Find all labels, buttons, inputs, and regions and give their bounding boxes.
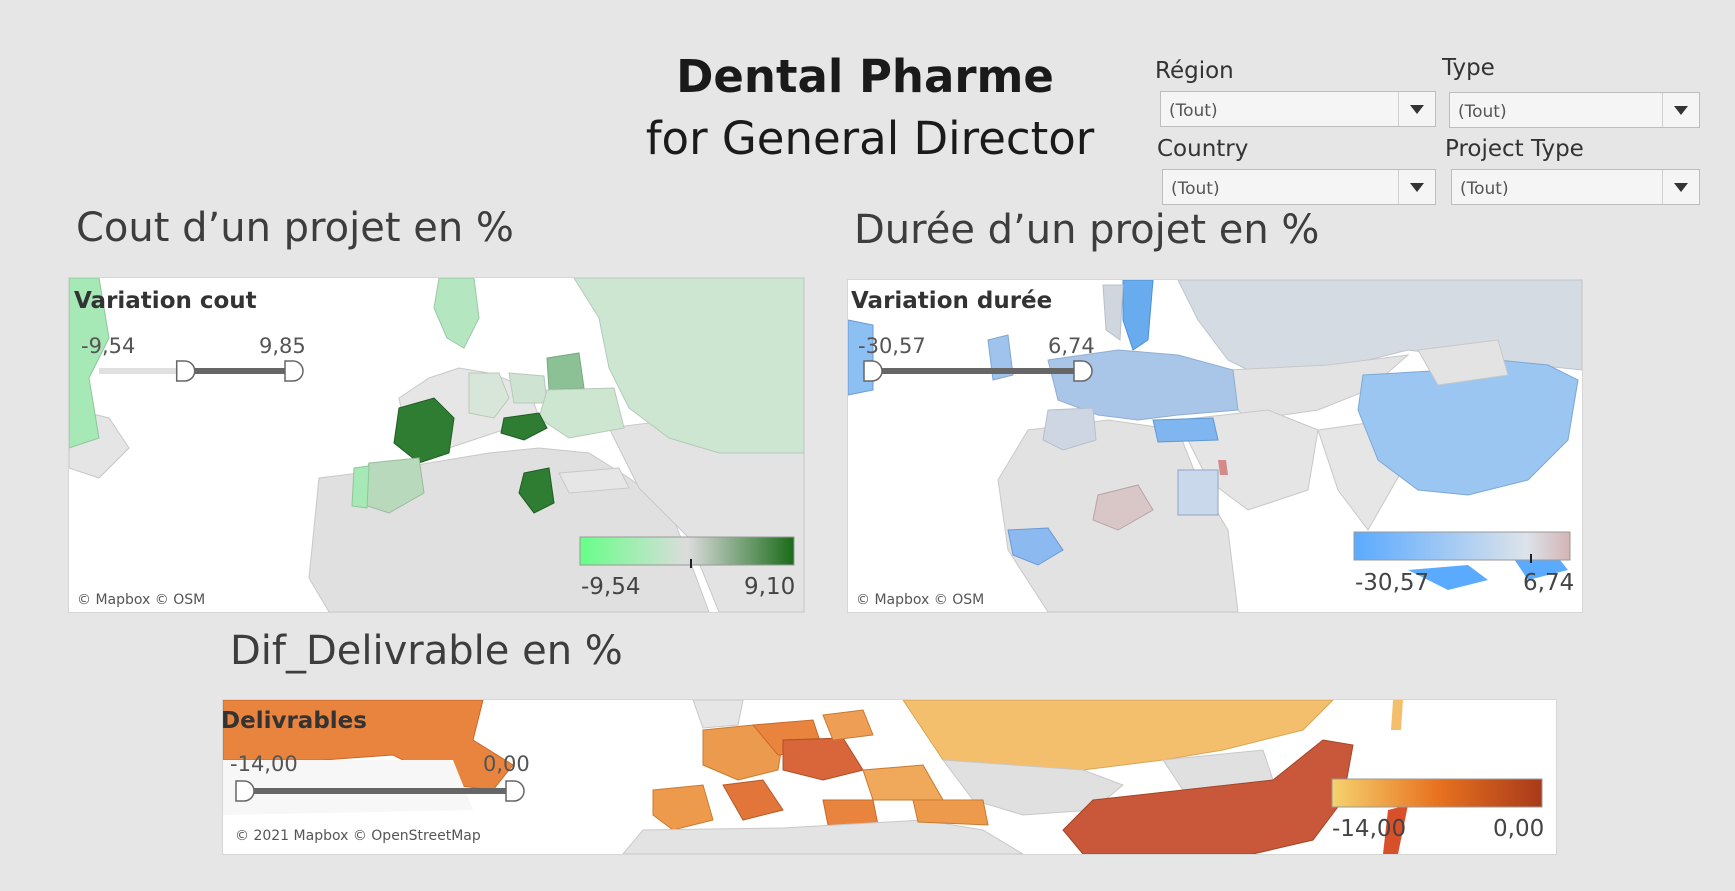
- deliverable-slider-max-label: 0,00: [483, 752, 530, 776]
- cost-map-geography: [69, 278, 804, 612]
- duration-slider-max-label: 6,74: [1048, 334, 1095, 358]
- cost-colorbar-max: 9,10: [744, 574, 796, 600]
- country-dropdown-value: (Tout): [1171, 179, 1220, 199]
- deliverable-legend-title: Delivrables: [222, 708, 367, 734]
- deliverable-slider-high-handle: [505, 780, 525, 802]
- cost-range-slider[interactable]: [89, 358, 309, 384]
- chevron-down-icon[interactable]: [1398, 92, 1435, 126]
- country-filter-label: Country: [1157, 136, 1249, 162]
- project-type-dropdown[interactable]: (Tout): [1451, 169, 1700, 205]
- chevron-down-icon[interactable]: [1662, 93, 1699, 127]
- deliverable-color-legend: [1331, 778, 1543, 808]
- dashboard-subtitle: for General Director: [645, 112, 1095, 165]
- deliverable-map-geography: [223, 700, 1556, 854]
- deliverable-slider-min-label: -14,00: [230, 752, 298, 776]
- region-dropdown[interactable]: (Tout): [1160, 91, 1436, 127]
- project-type-dropdown-value: (Tout): [1460, 179, 1509, 199]
- duration-map[interactable]: Variation durée -30,57 6,74 -30,57 6,74 …: [847, 279, 1583, 613]
- duration-section-title: Durée d’un projet en %: [854, 207, 1320, 253]
- duration-color-legend: [1353, 531, 1571, 563]
- cost-slider-fill: [180, 368, 289, 374]
- country-dropdown[interactable]: (Tout): [1162, 169, 1436, 205]
- cost-color-legend: [579, 536, 795, 568]
- deliverable-colorbar-max: 0,00: [1493, 816, 1545, 842]
- deliverable-map-credit: © 2021 Mapbox © OpenStreetMap: [231, 827, 485, 845]
- cost-map-credit: © Mapbox © OSM: [73, 591, 210, 609]
- deliverable-slider-fill: [240, 788, 510, 794]
- deliverable-range-slider[interactable]: [230, 778, 530, 804]
- duration-slider-fill: [868, 368, 1078, 374]
- duration-colorbar-max: 6,74: [1523, 570, 1575, 596]
- cost-slider-min-label: -9,54: [81, 334, 136, 358]
- duration-slider-high-handle: [1073, 360, 1093, 382]
- duration-slider-min-label: -30,57: [858, 334, 926, 358]
- chevron-down-icon[interactable]: [1662, 170, 1699, 204]
- deliverable-colorbar-min: -14,00: [1332, 816, 1407, 842]
- deliverable-map[interactable]: Delivrables -14,00 0,00 -14,00 0,00 © 20…: [222, 699, 1557, 855]
- type-dropdown[interactable]: (Tout): [1449, 92, 1700, 128]
- cost-legend-title: Variation cout: [74, 288, 257, 314]
- cost-slider-high-handle: [284, 360, 304, 382]
- duration-map-geography: [848, 280, 1582, 612]
- cost-colorbar-min: -9,54: [581, 574, 641, 600]
- project-type-filter-label: Project Type: [1445, 136, 1584, 162]
- cost-slider-low-handle: [175, 360, 196, 382]
- cost-slider-max-label: 9,85: [259, 334, 306, 358]
- cost-section-title: Cout d’un projet en %: [76, 205, 514, 251]
- dashboard-title: Dental Pharme: [676, 50, 1054, 103]
- duration-colorbar-min: -30,57: [1355, 570, 1430, 596]
- duration-range-slider[interactable]: [858, 358, 1098, 384]
- type-filter-label: Type: [1442, 55, 1495, 81]
- region-dropdown-value: (Tout): [1169, 101, 1218, 121]
- duration-slider-low-handle: [863, 360, 883, 382]
- duration-map-credit: © Mapbox © OSM: [852, 591, 989, 609]
- duration-legend-title: Variation durée: [851, 288, 1053, 314]
- region-filter-label: Région: [1155, 58, 1234, 84]
- deliverable-section-title: Dif_Delivrable en %: [230, 628, 623, 674]
- chevron-down-icon[interactable]: [1398, 170, 1435, 204]
- type-dropdown-value: (Tout): [1458, 102, 1507, 122]
- cost-map[interactable]: Variation cout -9,54 9,85 -9,54 9,10 © M…: [68, 277, 805, 613]
- deliverable-slider-low-handle: [235, 780, 255, 802]
